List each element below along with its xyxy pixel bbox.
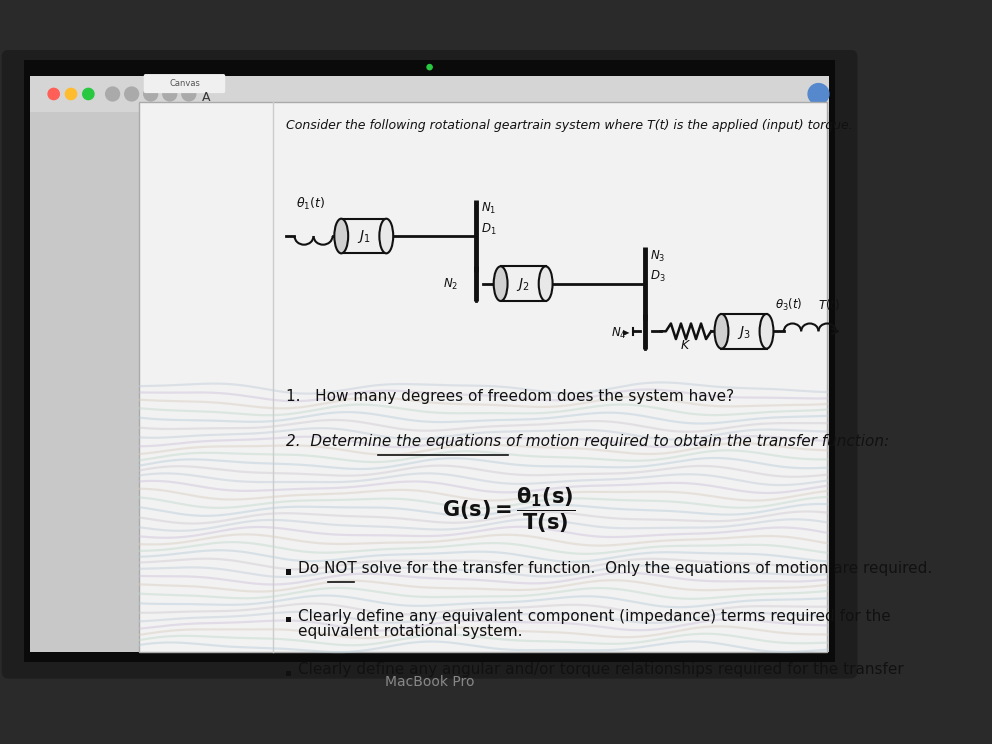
Circle shape: [144, 87, 158, 101]
Text: $T(t)$: $T(t)$: [818, 297, 840, 312]
Text: $K$: $K$: [681, 339, 691, 352]
Circle shape: [65, 89, 76, 100]
Text: 2.  Determine the equations of motion required to obtain the transfer function:: 2. Determine the equations of motion req…: [286, 434, 889, 449]
Text: equivalent rotational system.: equivalent rotational system.: [298, 624, 523, 639]
Text: $N_3$: $N_3$: [650, 248, 665, 263]
Text: ▶: ▶: [623, 327, 630, 336]
Bar: [501, 266, 546, 301]
Circle shape: [427, 65, 433, 70]
Text: Clearly define any equivalent component (impedance) terms required for the: Clearly define any equivalent component …: [298, 609, 891, 623]
Circle shape: [82, 89, 94, 100]
Text: $N_2$: $N_2$: [443, 277, 458, 292]
Text: $N_1$: $N_1$: [481, 201, 496, 216]
Circle shape: [163, 87, 177, 101]
Text: $N_4$: $N_4$: [611, 325, 626, 341]
FancyBboxPatch shape: [2, 50, 857, 679]
Ellipse shape: [760, 314, 774, 349]
Text: Do NOT solve for the transfer function.  Only the equations of motion are requir: Do NOT solve for the transfer function. …: [298, 561, 932, 576]
Circle shape: [106, 87, 119, 101]
Text: Canvas: Canvas: [169, 79, 200, 88]
Text: $\theta_1(t)$: $\theta_1(t)$: [297, 196, 325, 212]
Bar: [31, 76, 829, 652]
Bar: [286, 671, 291, 676]
Ellipse shape: [539, 266, 553, 301]
Circle shape: [182, 87, 195, 101]
Text: $\mathbf{G(s) = \dfrac{\theta_1(s)}{T(s)}}$: $\mathbf{G(s) = \dfrac{\theta_1(s)}{T(s)…: [442, 486, 575, 535]
Ellipse shape: [334, 219, 348, 254]
Text: 1.   How many degrees of freedom does the system have?: 1. How many degrees of freedom does the …: [286, 388, 734, 403]
Text: $J_3$: $J_3$: [737, 324, 751, 341]
Ellipse shape: [494, 266, 508, 301]
FancyBboxPatch shape: [144, 74, 225, 93]
Text: $J_2$: $J_2$: [517, 276, 530, 293]
Bar: [286, 617, 291, 622]
Ellipse shape: [379, 219, 393, 254]
Text: A: A: [202, 91, 210, 104]
Ellipse shape: [714, 314, 728, 349]
Bar: [31, 76, 829, 112]
Bar: [341, 219, 386, 254]
Bar: [139, 102, 827, 652]
Text: Clearly define any angular and/or torque relationships required for the transfer: Clearly define any angular and/or torque…: [298, 662, 904, 677]
Text: $\theta_3(t)$: $\theta_3(t)$: [775, 297, 803, 313]
Text: MacBook Pro: MacBook Pro: [385, 675, 474, 689]
Bar: [286, 569, 291, 574]
Circle shape: [125, 87, 139, 101]
Circle shape: [48, 89, 60, 100]
Text: $D_3$: $D_3$: [650, 269, 666, 284]
Bar: [721, 314, 767, 349]
Text: $D_1$: $D_1$: [481, 222, 496, 237]
Circle shape: [808, 83, 829, 104]
Text: $J_1$: $J_1$: [357, 228, 371, 246]
Text: Consider the following rotational geartrain system where T(t) is the applied (in: Consider the following rotational geartr…: [286, 120, 852, 132]
